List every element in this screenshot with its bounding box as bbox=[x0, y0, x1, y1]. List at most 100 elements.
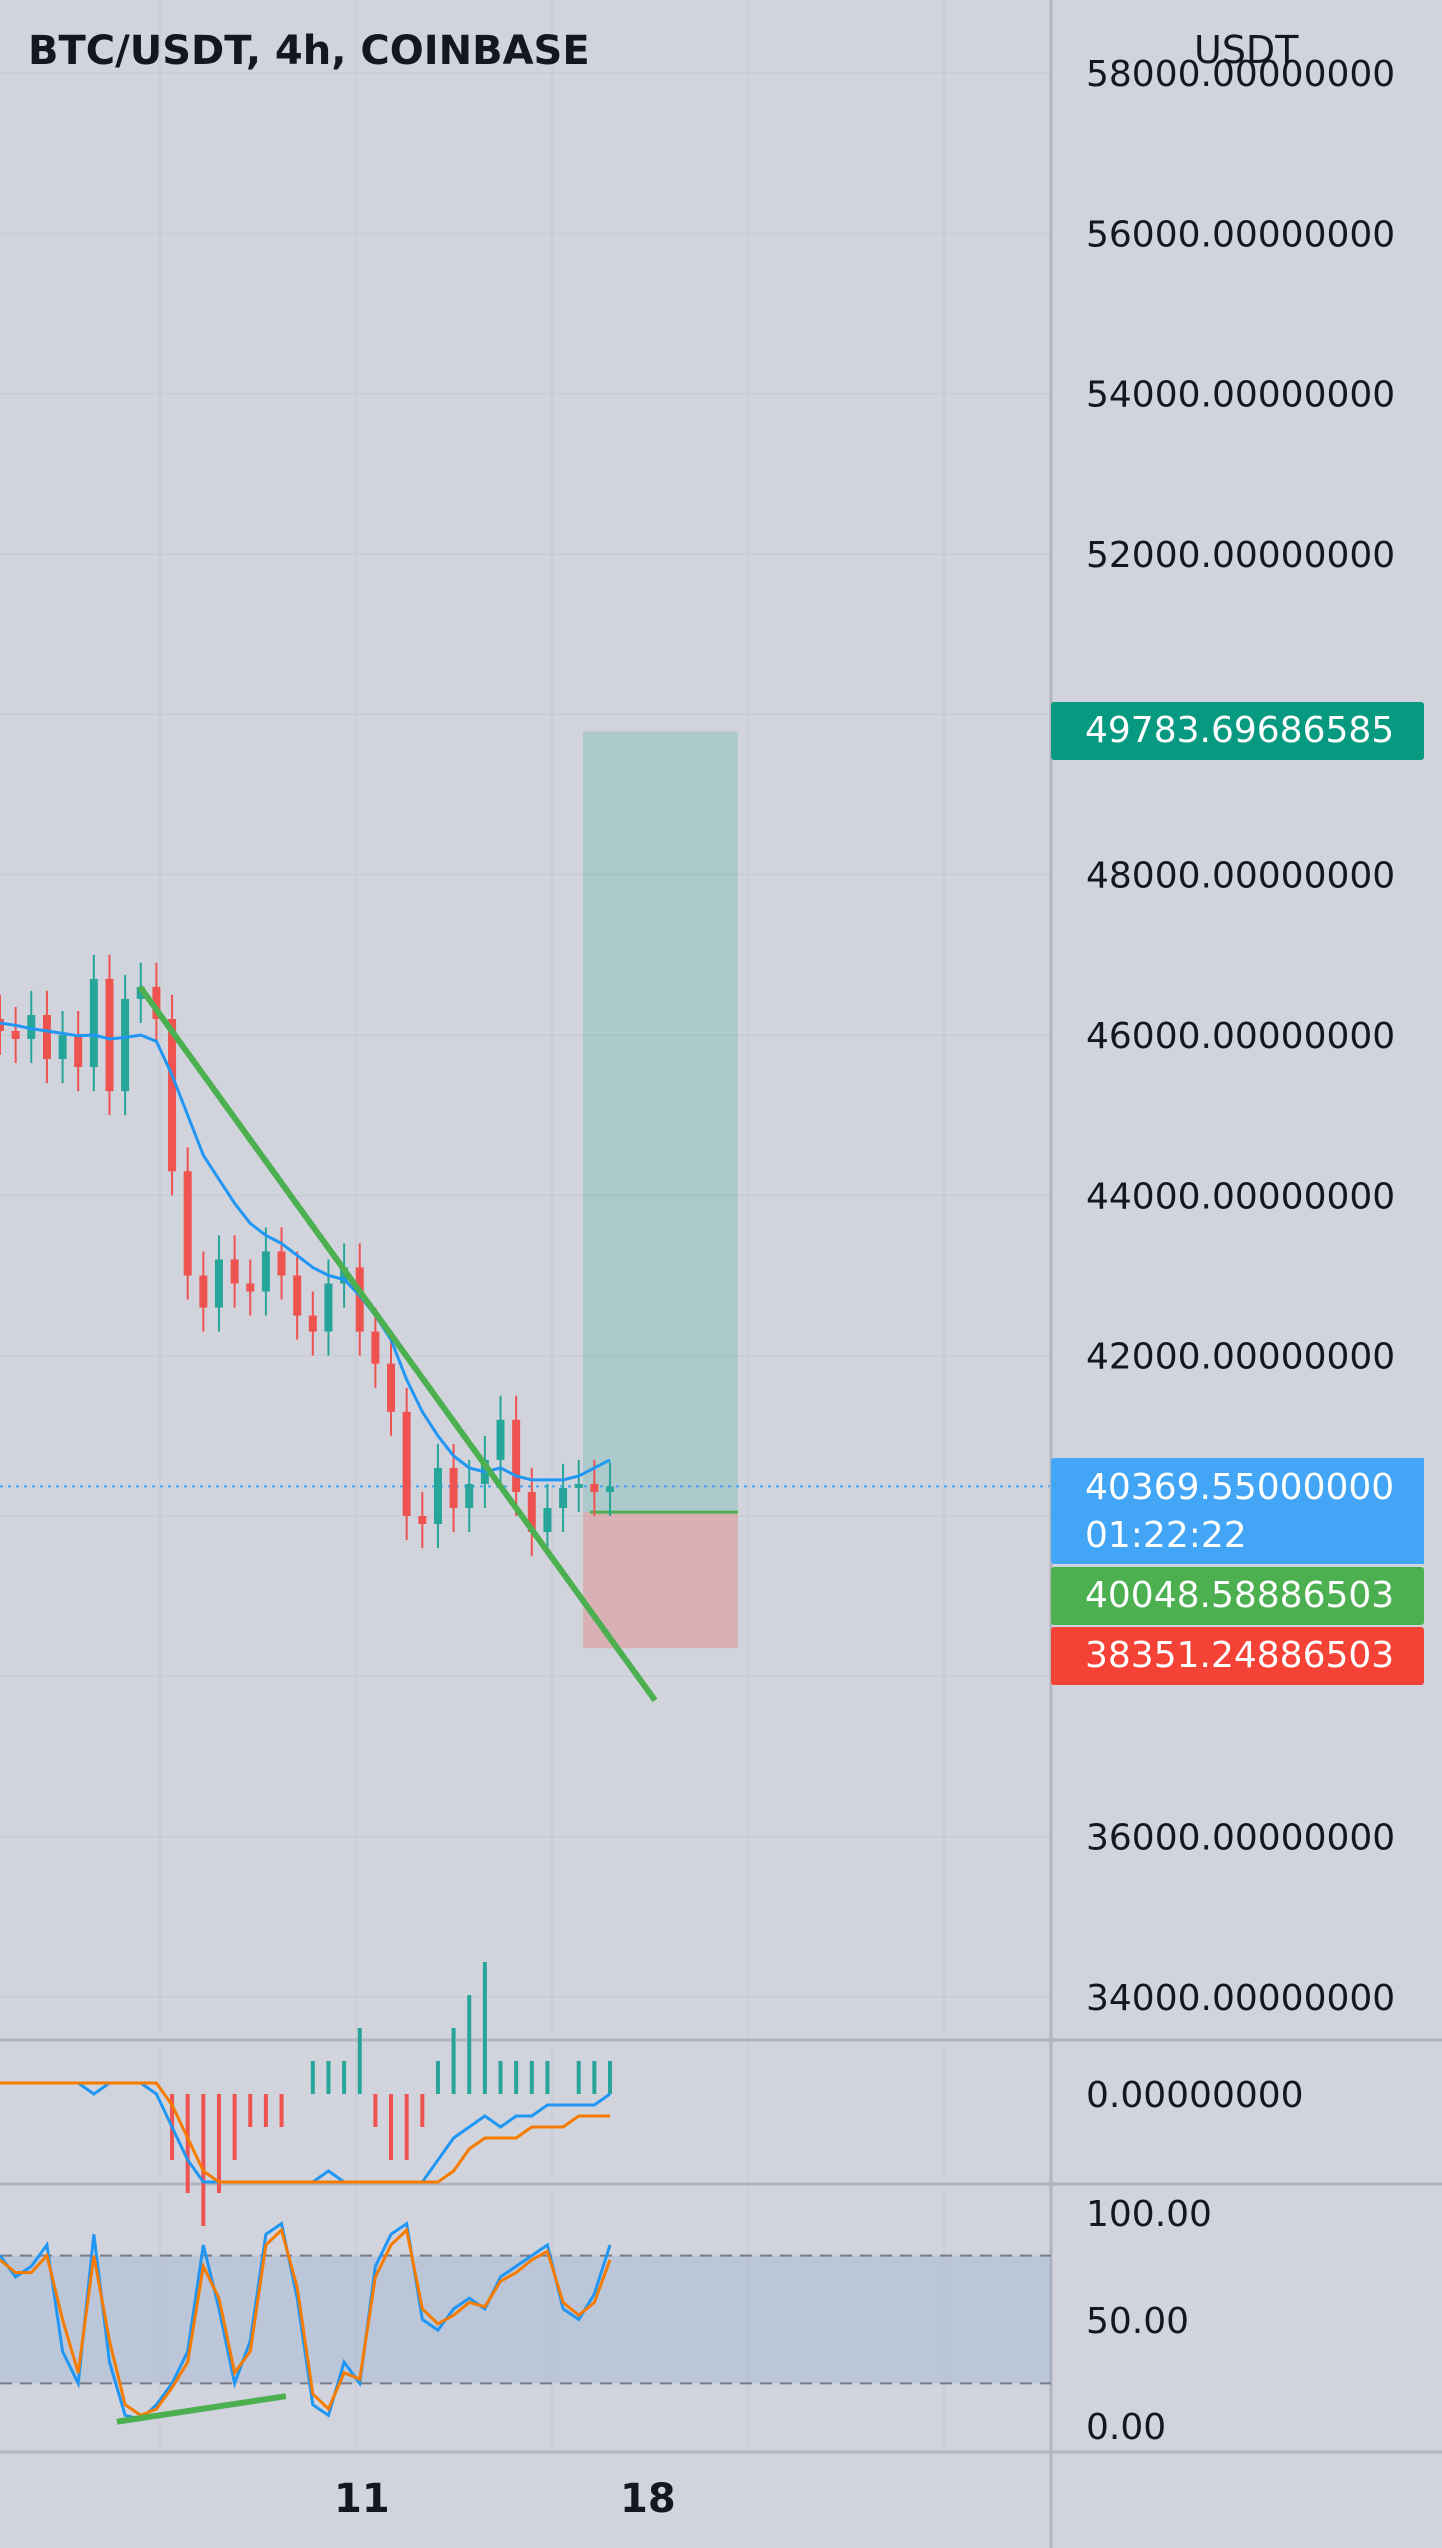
candle-body bbox=[105, 978, 114, 1092]
y-tick-label: 56000.00000000 bbox=[1086, 214, 1395, 255]
moving-average-line bbox=[0, 1021, 611, 1482]
target-zone[interactable] bbox=[583, 731, 738, 1513]
candle-body bbox=[402, 1411, 411, 1516]
candle-body bbox=[214, 1259, 223, 1308]
stop-loss-tag: 38351.24886503 bbox=[1051, 1627, 1424, 1685]
macd-histogram-bar bbox=[326, 2061, 331, 2094]
macd-histogram-bar bbox=[357, 2028, 362, 2094]
candle-body bbox=[42, 1014, 51, 1060]
candle-body bbox=[277, 1251, 286, 1276]
candle-body bbox=[324, 1283, 333, 1332]
macd-histogram-bar bbox=[576, 2061, 581, 2094]
x-tick-label: 18 bbox=[620, 2476, 676, 2522]
candle-body bbox=[606, 1486, 614, 1492]
macd-histogram-bar bbox=[248, 2094, 253, 2127]
candle-body bbox=[261, 1251, 270, 1292]
y-tick-label: 54000.00000000 bbox=[1086, 375, 1395, 416]
macd-histogram-bar bbox=[545, 2061, 550, 2094]
candle-body bbox=[89, 978, 98, 1068]
candlesticks bbox=[0, 954, 614, 1557]
macd-histogram-bar bbox=[373, 2094, 378, 2127]
macd-histogram-bar bbox=[592, 2061, 597, 2094]
y-tick-label: 0.00 bbox=[1086, 2407, 1166, 2448]
y-tick-label: 42000.00000000 bbox=[1086, 1337, 1395, 1378]
macd-histogram-bar bbox=[498, 2061, 503, 2094]
y-tick-label: 34000.00000000 bbox=[1086, 1978, 1395, 2019]
macd-histogram-bar bbox=[201, 2094, 206, 2226]
stoch-rsi-band bbox=[0, 2255, 1051, 2384]
countdown-timer: 01:22:22 bbox=[1085, 1515, 1247, 1556]
macd-histogram-bar bbox=[185, 2094, 190, 2193]
y-tick-label: 0.00000000 bbox=[1086, 2075, 1304, 2116]
y-tick-label: 46000.00000000 bbox=[1086, 1016, 1395, 1057]
macd-histogram-bar bbox=[310, 2061, 315, 2094]
macd-histogram-bar bbox=[435, 2061, 440, 2094]
macd-pane: 0.00000000 bbox=[0, 1962, 1304, 2226]
candle-body bbox=[496, 1419, 505, 1460]
candle-body bbox=[199, 1275, 208, 1308]
y-tick-label: 100.00 bbox=[1086, 2194, 1212, 2235]
candle-body bbox=[371, 1331, 380, 1364]
divergence-line bbox=[116, 2393, 287, 2425]
macd-histogram-bar bbox=[529, 2061, 534, 2094]
candle-body bbox=[449, 1467, 458, 1508]
macd-line bbox=[0, 2081, 611, 2184]
candle-body bbox=[183, 1171, 192, 1276]
macd-histogram-bar bbox=[608, 2061, 612, 2094]
macd-histogram-bar bbox=[232, 2094, 237, 2160]
candle-body bbox=[559, 1487, 568, 1508]
candle-body bbox=[230, 1259, 239, 1284]
macd-histogram-bar bbox=[389, 2094, 394, 2160]
candle-body bbox=[512, 1419, 521, 1492]
candle-body bbox=[574, 1483, 583, 1488]
trendline[interactable] bbox=[137, 985, 658, 1703]
macd-histogram-bar bbox=[514, 2061, 519, 2094]
take-profit-tag: 49783.69686585 bbox=[1051, 702, 1424, 760]
candle-body bbox=[387, 1363, 396, 1412]
x-tick-label: 11 bbox=[334, 2476, 390, 2522]
y-tick-label: 50.00 bbox=[1086, 2301, 1189, 2342]
candle-body bbox=[527, 1491, 536, 1533]
macd-line bbox=[0, 2081, 610, 2184]
candle-body bbox=[152, 986, 161, 1019]
stop-zone[interactable] bbox=[583, 1512, 738, 1649]
last-price-tag: 40369.55000000 01:22:22 bbox=[1051, 1458, 1424, 1564]
candle-body bbox=[543, 1507, 552, 1533]
candle-body bbox=[293, 1275, 302, 1316]
macd-histogram-bar bbox=[342, 2061, 347, 2094]
entry-price-tag: 40048.58886503 bbox=[1051, 1567, 1424, 1625]
candle-body bbox=[590, 1483, 599, 1492]
chart-title: BTC/USDT, 4h, COINBASE bbox=[28, 28, 590, 74]
candle-body bbox=[121, 998, 130, 1092]
candle-body bbox=[27, 1014, 36, 1040]
y-tick-label: 58000.00000000 bbox=[1086, 54, 1395, 95]
candle-body bbox=[308, 1315, 317, 1332]
macd-histogram-bar bbox=[467, 1995, 472, 2094]
candle-body bbox=[355, 1267, 364, 1332]
stoch-rsi-pane: 100.00 50.00 0.00 bbox=[0, 2194, 1212, 2448]
price-axis[interactable]: 58000.00000000 56000.00000000 54000.000000… bbox=[1086, 54, 1395, 2019]
macd-histogram-bar bbox=[263, 2094, 268, 2127]
candle-body bbox=[340, 1267, 349, 1284]
stoch-rsi-line bbox=[0, 2227, 612, 2418]
y-tick-label: 48000.00000000 bbox=[1086, 856, 1395, 897]
macd-histogram-bar bbox=[404, 2094, 409, 2160]
y-tick-label: 36000.00000000 bbox=[1086, 1818, 1395, 1859]
y-tick-label: 44000.00000000 bbox=[1086, 1176, 1395, 1217]
macd-histogram-bar bbox=[216, 2094, 221, 2193]
macd-histogram-bar bbox=[420, 2094, 425, 2127]
candle-body bbox=[168, 1018, 177, 1172]
last-price-value: 40369.55000000 bbox=[1085, 1467, 1395, 1508]
candle-body bbox=[465, 1483, 474, 1508]
candle-body bbox=[11, 1030, 20, 1040]
candle-body bbox=[0, 1018, 4, 1031]
macd-histogram-bar bbox=[279, 2094, 284, 2127]
macd-histogram-bar bbox=[482, 1962, 487, 2094]
candle-body bbox=[74, 1035, 83, 1068]
candle-body bbox=[418, 1516, 427, 1525]
candle-body bbox=[433, 1467, 442, 1525]
candle-body bbox=[246, 1283, 255, 1292]
y-tick-label: 52000.00000000 bbox=[1086, 535, 1395, 576]
currency-label: USDT bbox=[1194, 28, 1299, 72]
